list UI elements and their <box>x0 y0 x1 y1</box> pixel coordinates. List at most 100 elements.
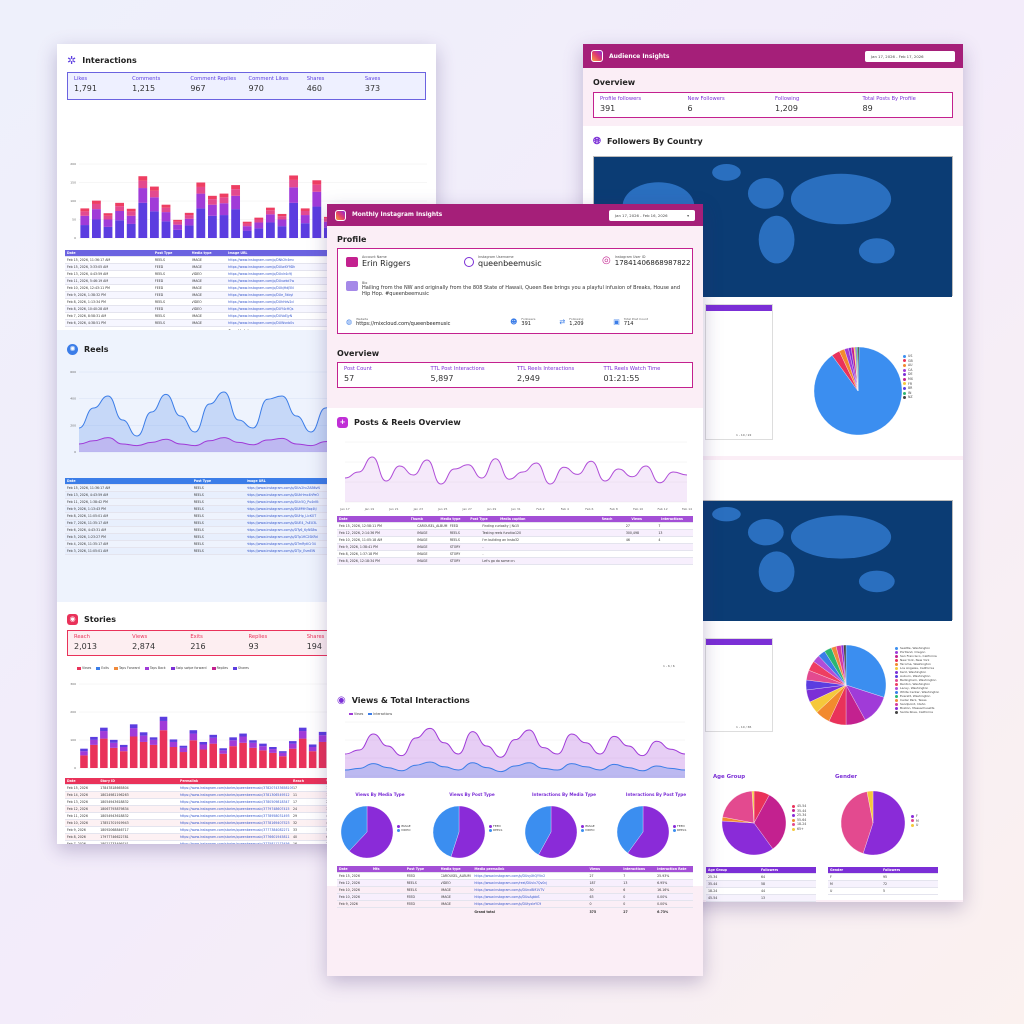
bar-segment <box>308 744 317 747</box>
kpi-label: Shares <box>306 634 325 640</box>
permalink-link[interactable]: https://www.instagram.com/reel/DUvlv7Qv0… <box>474 881 548 885</box>
kpi-item: Comment Likes 970 <box>249 76 303 96</box>
bar-segment <box>149 197 159 212</box>
reels-title: Reels <box>84 344 109 354</box>
bar-segment <box>91 219 101 238</box>
legend-dot <box>895 650 898 654</box>
bar-segment <box>254 219 264 223</box>
small-pie-card: Interactions By Post Type FEED REELS <box>611 792 701 882</box>
permalink-link[interactable]: https://www.instagram.com/p/DUnxBM1VTV <box>474 888 545 892</box>
legend-dot <box>895 670 898 674</box>
permalink-link[interactable]: https://www.instagram.com/p/DUY4cHQs <box>228 307 294 311</box>
legend-dot <box>397 828 400 832</box>
monthly-date-range-picker[interactable]: Jan 17, 2026 - Feb 16, 2026 ▾ <box>609 209 695 221</box>
permalink-link[interactable]: https://www.instagram.com/p/DUv2hcZAB6vN <box>246 486 320 490</box>
legend-label: Replies <box>216 666 229 670</box>
permalink-link[interactable]: https://www.instagram.com/p/DTmRytlCr34 <box>246 542 316 546</box>
views-pies-row: Views By Media Type IMAGE VIDEO Views By Po… <box>327 792 703 882</box>
instagram-logo-icon <box>591 50 603 62</box>
permalink-link[interactable]: https://www.instagram.com/stories/queenb… <box>180 786 294 790</box>
legend-item: San Francisco, California <box>895 654 939 658</box>
permalink-link[interactable]: https://www.instagram.com/p/DUVaEjyN <box>228 314 293 318</box>
following-label: Following <box>569 317 584 321</box>
bar-segment <box>300 210 310 216</box>
permalink-link[interactable]: https://www.instagram.com/stories/queenb… <box>180 814 290 818</box>
permalink-link[interactable]: https://www.instagram.com/p/DUvyXtQYVn2 <box>474 874 546 878</box>
permalink-link[interactable]: https://www.instagram.com/stories/queenb… <box>180 821 290 825</box>
x-tick-label: Jan 25 <box>437 507 447 511</box>
kpi-value: 1,791 <box>74 84 97 93</box>
permalink-link[interactable]: https://www.instagram.com/stories/queenb… <box>180 842 290 844</box>
permalink-link[interactable]: https://www.instagram.com/p/DUWvnb0v <box>228 321 295 325</box>
legend-label: IMAGE <box>401 824 411 828</box>
legend-item: REELS <box>489 828 502 832</box>
legend-item: Auburn, Washington <box>895 674 939 678</box>
permalink-link[interactable]: https://www.instagram.com/p/DTy6_6yNS8w <box>246 528 318 532</box>
permalink-link[interactable]: https://www.instagram.com/p/DUvwkd7w <box>228 279 295 283</box>
city-table-pager[interactable]: 1 - 10 / 65 <box>736 725 752 729</box>
column-header: Date <box>67 479 76 483</box>
permalink-link[interactable]: https://www.instagram.com/p/DUtyxleYC9 <box>474 902 542 906</box>
posts-series-line <box>344 456 688 485</box>
column-header: Reach <box>293 779 304 783</box>
bar-segment <box>103 219 113 227</box>
permalink-link[interactable]: https://www.instagram.com/p/DUM9H3sq4tJ <box>246 507 317 511</box>
permalink-link[interactable]: https://www.instagram.com/p/DUlwXY9Dh <box>228 265 296 269</box>
monthly-date-range: Jan 17, 2026 - Feb 16, 2026 <box>615 212 668 218</box>
bar-segment <box>100 731 108 739</box>
table-header-row: Gender Followers <box>828 867 938 874</box>
country-table-pager[interactable]: 1 - 10 / 22 <box>736 433 752 437</box>
bar-segment <box>242 226 252 231</box>
permalink-link[interactable]: https://www.instagram.com/stories/queenb… <box>180 793 290 797</box>
permalink-link[interactable]: https://www.instagram.com/stories/queenb… <box>180 835 290 839</box>
permalink-link[interactable]: https://www.instagram.com/p/DUvlr4c9J <box>228 272 292 276</box>
permalink-link[interactable]: https://www.instagram.com/p/DUE4_7sEU3L <box>246 521 317 525</box>
legend-item: NZ <box>903 395 913 400</box>
bar-segment <box>129 728 138 737</box>
permalink-link[interactable]: https://www.instagram.com/p/DUc5Q_Pu4nKt <box>246 500 319 504</box>
legend-item: AU <box>903 363 913 368</box>
table-row: Feb 8, 2026, 1:37:18 PM IMAGE STORY - <box>337 551 693 558</box>
legend-label: Swip swipe forward <box>175 666 207 670</box>
y-tick-label: 50 <box>72 218 76 222</box>
website-link[interactable]: https://mixcloud.com/queenbeemusic <box>356 321 451 327</box>
table-cell: Feb 12, 2026, 2:14:36 PM <box>339 531 380 535</box>
table-cell: Feb 8, 2026, 12:18:34 PM <box>339 559 380 563</box>
permalink-link[interactable]: https://www.instagram.com/p/DUe_5kbyl <box>228 293 294 297</box>
audience-date-range-picker[interactable]: Jan 17, 2026 - Feb 17, 2026 <box>865 50 955 62</box>
bar-segment <box>184 225 194 238</box>
legend-dot <box>895 654 898 658</box>
legend-label: New York, New York <box>900 658 930 662</box>
kpi-label: Post Count <box>344 366 372 372</box>
permalink-link[interactable]: https://www.instagram.com/p/DTp1fiC2SKRd <box>246 535 318 539</box>
bar-segment <box>126 211 136 216</box>
permalink-link[interactable]: https://www.instagram.com/p/DUhHdv2cl <box>228 300 295 304</box>
permalink-link[interactable]: https://www.instagram.com/p/DNh2h4mc <box>228 258 295 262</box>
table-cell: 6.95% <box>657 881 668 885</box>
permalink-link[interactable]: https://www.instagram.com/p/DUkjHdJ5N <box>228 286 294 290</box>
permalink-link[interactable]: https://www.instagram.com/p/DUuAgbbS <box>474 895 540 899</box>
legend-dot <box>903 368 906 372</box>
bar-segment <box>149 211 159 238</box>
bar-segment <box>196 186 206 194</box>
table-cell: 45-54 <box>708 896 718 900</box>
bar-segment <box>115 202 125 207</box>
bar-segment <box>318 731 327 736</box>
permalink-link[interactable]: https://www.instagram.com/p/DUkHmc4hPeO <box>246 493 319 497</box>
bar-segment <box>207 199 217 205</box>
posts-table-pager[interactable]: 1 - 6 / 6 <box>663 664 675 668</box>
permalink-link[interactable]: https://www.instagram.com/p/DTjc_EsmEW <box>246 549 316 553</box>
permalink-link[interactable]: https://www.instagram.com/stories/queenb… <box>180 800 290 804</box>
permalink-link[interactable]: https://www.instagram.com/p/DUHp_LlcKOT <box>246 514 317 518</box>
bar-segment <box>184 218 194 226</box>
table-cell: U <box>830 889 833 893</box>
permalink-link[interactable]: https://www.instagram.com/stories/queenb… <box>180 807 290 811</box>
legend-label: M <box>916 818 919 823</box>
bar-segment <box>173 219 183 222</box>
column-header: Views <box>631 517 642 521</box>
table-cell: Feb 7, 2026, 11:35:17 AM <box>67 521 109 525</box>
kpi-item: Post Count 57 <box>344 366 427 384</box>
kpi-value: 1,215 <box>132 84 156 93</box>
table-cell: Feb 12, 2026 <box>339 881 360 885</box>
permalink-link[interactable]: https://www.instagram.com/stories/queenb… <box>180 828 290 832</box>
